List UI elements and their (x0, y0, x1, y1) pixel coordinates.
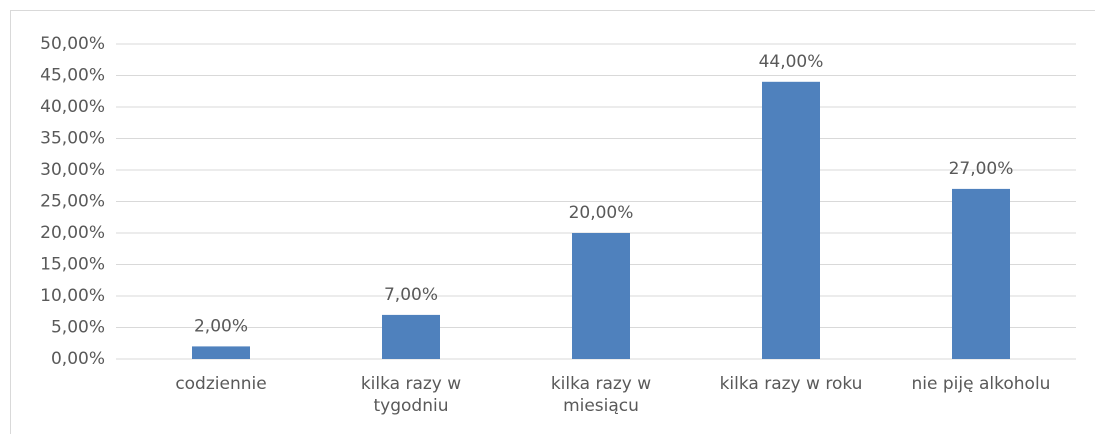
y-tick-label: 50,00% (40, 34, 105, 54)
y-tick-label: 25,00% (40, 192, 105, 212)
data-label: 20,00% (569, 203, 634, 223)
bar (382, 314, 440, 359)
y-tick-label: 20,00% (40, 223, 105, 243)
y-tick-label: 30,00% (40, 160, 105, 180)
data-label: 2,00% (194, 316, 248, 336)
y-tick-label: 10,00% (40, 286, 105, 306)
x-tick-label: kilka razy w miesiącu (550, 374, 652, 416)
x-tick-label: nie piję alkoholu (911, 374, 1051, 394)
y-tick-label: 15,00% (40, 255, 105, 275)
bar (762, 81, 820, 360)
data-label: 7,00% (384, 285, 438, 305)
bar (192, 346, 250, 359)
bar (572, 233, 630, 359)
data-label: 27,00% (949, 159, 1014, 179)
y-tick-label: 45,00% (40, 66, 105, 86)
y-tick-label: 0,00% (51, 349, 105, 369)
chart-frame (10, 10, 1095, 434)
x-tick-label: codziennie (175, 374, 267, 394)
bar (952, 188, 1010, 359)
y-tick-label: 35,00% (40, 129, 105, 149)
x-tick-label: kilka razy w roku (719, 374, 863, 394)
y-tick-label: 40,00% (40, 97, 105, 117)
x-tick-label: kilka razy w tygodniu (360, 374, 462, 416)
data-label: 44,00% (759, 52, 824, 72)
y-tick-label: 5,00% (51, 318, 105, 338)
